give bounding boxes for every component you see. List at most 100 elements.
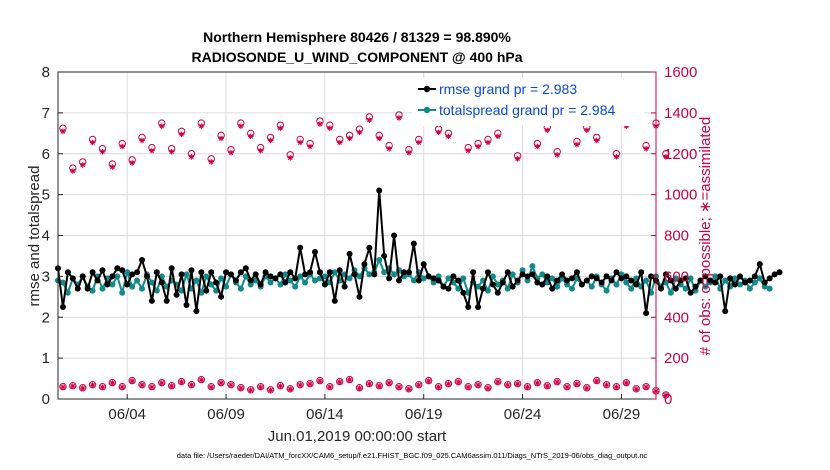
rmse-point [445,285,452,292]
rmse-point [751,273,758,280]
totalspread-point [153,287,160,294]
totalspread-point [119,289,126,296]
obs-assimilated-low-marker [455,379,462,385]
y-tick-label-left: 0 [42,391,50,408]
obs-assimilated-low-marker [149,384,155,390]
rmse-point [746,277,753,284]
rmse-point [534,279,541,286]
y-tick-label-left: 2 [42,309,50,326]
totalspread-point [242,273,249,280]
totalspread-point [756,275,763,282]
obs-assimilated-low-marker [238,385,244,391]
obs-assimilated-low-marker [247,387,254,394]
rmse-point [702,273,709,280]
rmse-point [578,281,585,288]
rmse-point [643,310,650,317]
rmse-point [440,283,447,290]
totalspread-point [420,275,427,282]
totalspread-point [89,287,96,294]
rmse-point [420,261,427,268]
rmse-point [524,273,531,280]
rmse-point [316,269,323,276]
obs-assimilated-marker [99,148,106,155]
obs-assimilated-low-marker [228,382,234,388]
rmse-point [608,277,615,284]
rmse-point [366,244,373,251]
obs-assimilated-marker [396,115,402,121]
y-tick-label-left: 8 [42,64,50,81]
rmse-point [64,269,71,276]
rmse-point [677,277,684,284]
rmse-point [460,289,467,296]
obs-assimilated-marker [119,143,126,150]
totalspread-point [64,289,71,296]
rmse-point [381,252,388,259]
totalspread-point [766,285,773,292]
obs-assimilated-marker [406,149,412,156]
obs-assimilated-low-marker [158,380,165,386]
obs-assimilated-marker [89,139,96,146]
rmse-point [465,304,472,311]
y-tick-label-right: 1000 [664,187,697,204]
rmse-point [326,269,333,276]
rmse-point [59,304,66,311]
obs-assimilated-low-marker [534,380,541,386]
rmse-point [193,308,200,315]
rmse-point [514,277,521,284]
obs-assimilated-marker [445,133,452,140]
totalspread-point [297,273,304,280]
obs-assimilated-marker [574,141,580,148]
totalspread-point [277,281,284,288]
obs-assimilated-low-marker [89,382,96,388]
rmse-point [435,277,442,284]
y-axis-label-right: # of obs: o=possible; ∗=assimilated [697,117,714,356]
rmse-point [143,273,150,280]
y-tick-label-left: 7 [42,105,50,122]
legend-spread-label: totalspread grand pr = 2.984 [439,102,616,118]
totalspread-point [445,275,452,282]
rmse-point [158,279,165,286]
rmse-point [262,269,269,276]
rmse-point [662,271,669,278]
totalspread-point [410,277,417,284]
rmse-point [119,267,126,274]
obs-assimilated-low-marker [613,384,620,390]
obs-assimilated-marker [228,149,234,156]
rmse-point [583,277,590,284]
totalspread-point [99,285,106,292]
rmse-point [593,275,600,282]
totalspread-point [311,277,318,284]
obs-assimilated-low-marker [415,382,422,388]
chart-subtitle: RADIOSONDE_U_WIND_COMPONENT @ 400 hPa [191,49,522,65]
obs-assimilated-low-marker [643,384,649,390]
obs-assimilated-low-marker [376,383,383,389]
obs-assimilated-marker [544,127,551,134]
rmse-point [282,279,289,286]
rmse-point [400,269,407,276]
obs-assimilated-low-marker [198,377,205,383]
rmse-point [124,281,131,288]
legend-rmse-marker [423,85,431,93]
obs-assimilated-marker [386,145,392,152]
totalspread-point [366,271,373,278]
data-file-footer: data file: /Users/raeder/DAI/ATM_forcXX/… [177,451,648,460]
obs-assimilated-low-marker [366,381,373,387]
y-tick-label-left: 5 [42,187,50,204]
rmse-point [405,269,412,276]
obs-assimilated-low-marker [554,379,560,385]
rmse-point [672,285,679,292]
totalspread-point [746,285,753,292]
obs-assimilated-low-marker [336,379,343,385]
totalspread-point [732,275,739,282]
obs-assimilated-low-marker [208,384,215,390]
totalspread-point [702,283,709,290]
obs-assimilated-marker [247,133,254,140]
rmse-point [484,269,491,276]
obs-assimilated-marker [475,143,481,150]
totalspread-point [722,277,729,284]
rmse-point [148,297,155,304]
obs-assimilated-marker [336,139,343,146]
totalspread-point [203,273,210,280]
x-axis-label: Jun.01,2019 00:00:00 start [268,428,447,445]
y-tick-label-right: 1600 [664,64,697,81]
